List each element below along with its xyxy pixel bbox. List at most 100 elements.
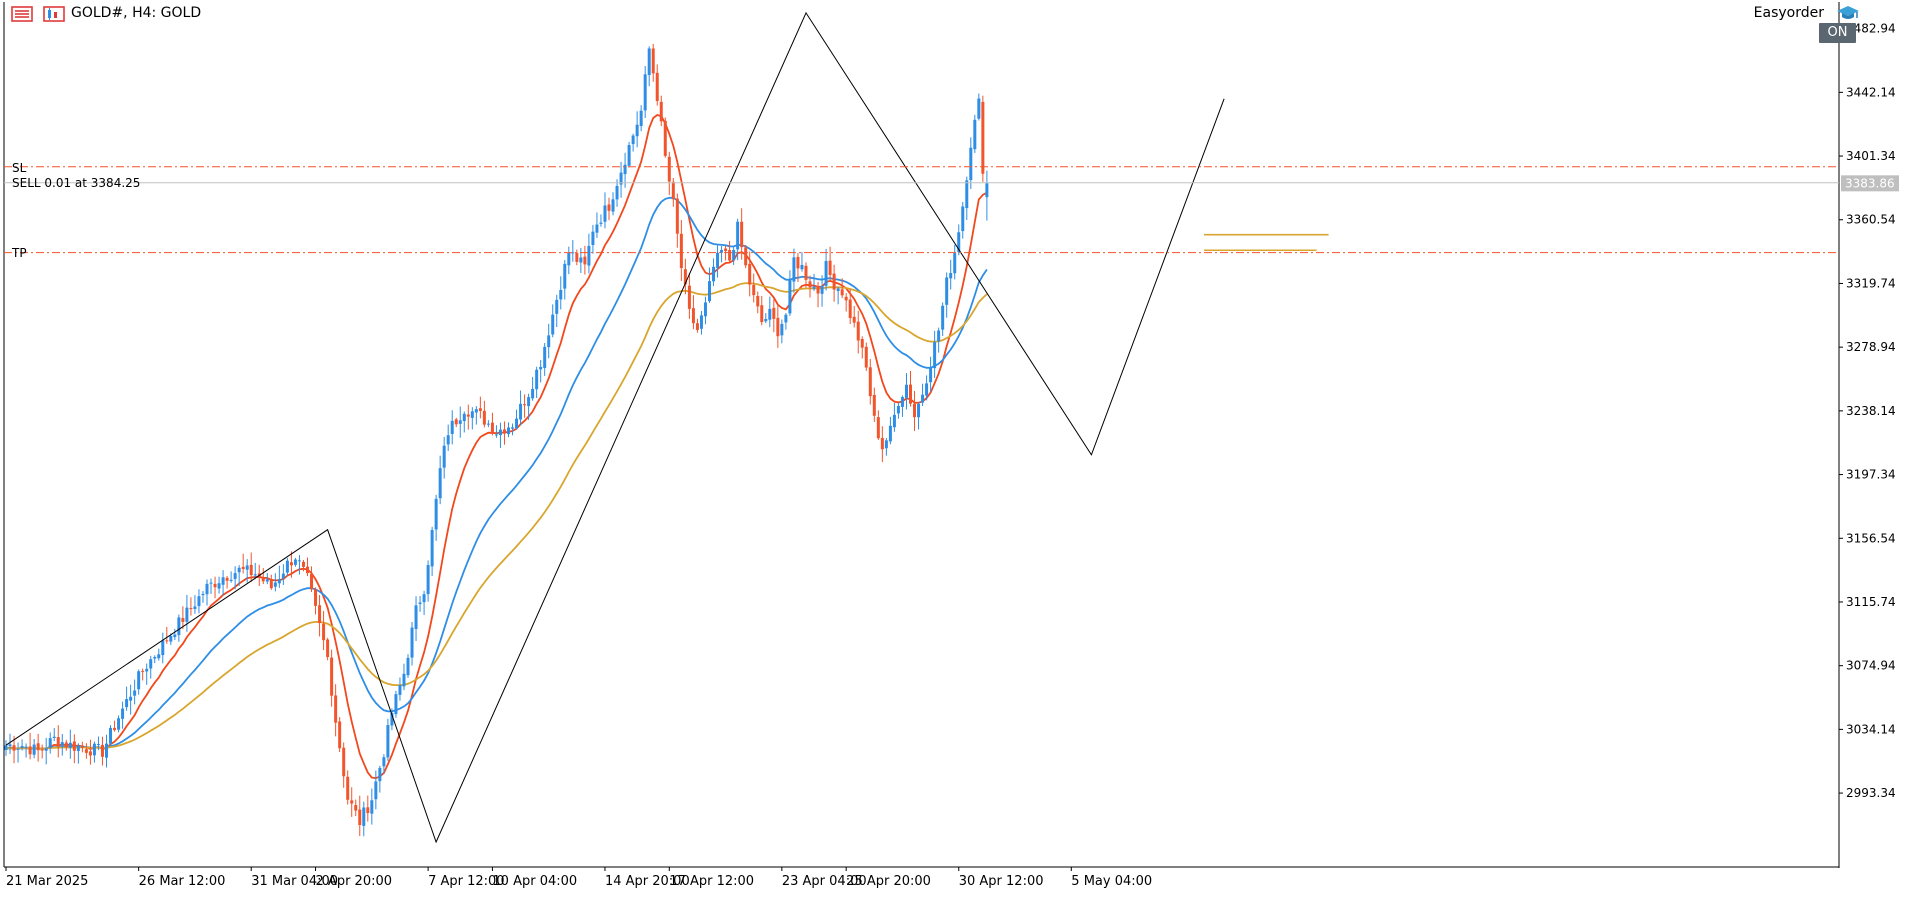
current-price-tag xyxy=(1841,175,1899,192)
time-tick-label: 17 Apr 12:00 xyxy=(669,874,754,889)
menu-grid-icon[interactable] xyxy=(11,6,33,22)
candle-body xyxy=(362,807,366,826)
candle-body xyxy=(611,199,615,212)
candle-body xyxy=(703,302,707,317)
candle-body xyxy=(780,323,784,336)
price-tick-label: 2993.34 xyxy=(1846,786,1896,800)
candle-body xyxy=(551,314,555,335)
candle-body xyxy=(708,281,711,302)
candle-body xyxy=(941,305,945,330)
candle-body xyxy=(748,263,752,285)
current-price-label: 3383.86 xyxy=(1845,176,1895,190)
price-tick-label: 3156.54 xyxy=(1846,531,1896,545)
candle-body xyxy=(494,434,498,436)
candle-body xyxy=(527,397,531,407)
candle-body xyxy=(20,746,24,748)
candle-body xyxy=(784,314,788,323)
chart-properties-icon[interactable] xyxy=(43,6,65,22)
price-tick-label: 3197.34 xyxy=(1846,468,1896,482)
candle-body xyxy=(92,743,96,756)
candle-body xyxy=(153,657,157,659)
candle-body xyxy=(426,565,430,595)
candle-body xyxy=(466,414,470,417)
candle-body xyxy=(691,308,695,324)
candle-body xyxy=(764,318,768,322)
candle-body xyxy=(454,419,458,425)
time-tick-label: 21 Mar 2025 xyxy=(6,874,88,889)
candle-body xyxy=(354,805,358,811)
candle-body xyxy=(390,713,394,726)
time-tick-label: 26 Mar 12:00 xyxy=(139,874,226,889)
candle-body xyxy=(599,222,603,224)
candle-body xyxy=(655,72,659,102)
candle-body xyxy=(169,635,173,642)
candle-body xyxy=(52,736,56,738)
candle-body xyxy=(832,273,836,290)
candle-body xyxy=(852,316,856,323)
moving-average-line xyxy=(5,282,988,750)
candle-body xyxy=(828,260,832,276)
candle-body xyxy=(129,696,133,701)
candle-body xyxy=(985,183,989,198)
candle-body xyxy=(535,369,539,390)
candle-body xyxy=(876,417,880,439)
candle-body xyxy=(137,671,141,690)
graduation-hat-icon[interactable] xyxy=(1836,4,1860,22)
candle-body xyxy=(342,747,346,777)
candle-body xyxy=(430,529,434,567)
candle-body xyxy=(297,560,301,562)
candles xyxy=(4,43,989,837)
candle-body xyxy=(900,397,904,407)
candle-body xyxy=(575,253,579,262)
candle-body xyxy=(165,640,169,642)
candle-body xyxy=(141,670,145,672)
candle-body xyxy=(386,725,390,758)
candle-body xyxy=(796,256,800,269)
candle-body xyxy=(949,272,953,279)
candle-body xyxy=(587,245,591,266)
price-tick-label: 3074.94 xyxy=(1846,659,1896,673)
candle-body xyxy=(334,695,338,723)
price-tick-label: 3482.94 xyxy=(1846,22,1896,36)
candle-body xyxy=(474,409,478,413)
candle-body xyxy=(261,577,265,582)
candle-body xyxy=(498,429,502,436)
candle-body xyxy=(579,257,583,263)
symbol-timeframe-label: GOLD#, H4: GOLD xyxy=(71,5,202,21)
candle-body xyxy=(32,744,36,755)
candle-body xyxy=(961,206,965,232)
candle-body xyxy=(515,418,519,429)
expert-advisor-status-badge[interactable]: ON xyxy=(1819,23,1856,43)
candle-body xyxy=(28,746,32,755)
candle-body xyxy=(595,224,599,233)
candle-body xyxy=(100,744,104,757)
candle-body xyxy=(486,423,490,425)
candle-body xyxy=(724,248,728,252)
candle-body xyxy=(880,437,884,450)
candle-body xyxy=(756,295,760,307)
candle-body xyxy=(543,346,547,368)
candle-body xyxy=(48,738,52,748)
candle-body xyxy=(269,579,273,589)
candle-body xyxy=(358,809,362,825)
moving-average-line xyxy=(5,114,988,780)
candle-body xyxy=(330,657,334,696)
candle-body xyxy=(113,727,117,731)
candle-body xyxy=(812,286,816,289)
candle-body xyxy=(382,757,386,767)
candle-body xyxy=(338,721,342,749)
candle-body xyxy=(965,180,969,209)
candle-body xyxy=(24,746,28,748)
candle-body xyxy=(293,559,297,565)
candle-body xyxy=(68,742,72,748)
candle-body xyxy=(117,718,121,730)
candle-body xyxy=(800,264,804,270)
candle-body xyxy=(567,252,571,266)
candle-body xyxy=(177,617,181,636)
moving-averages xyxy=(5,114,988,780)
candle-body xyxy=(16,748,20,750)
time-tick-label: 2 Apr 20:00 xyxy=(316,874,393,889)
candle-body xyxy=(109,727,113,744)
candle-body xyxy=(792,257,796,282)
